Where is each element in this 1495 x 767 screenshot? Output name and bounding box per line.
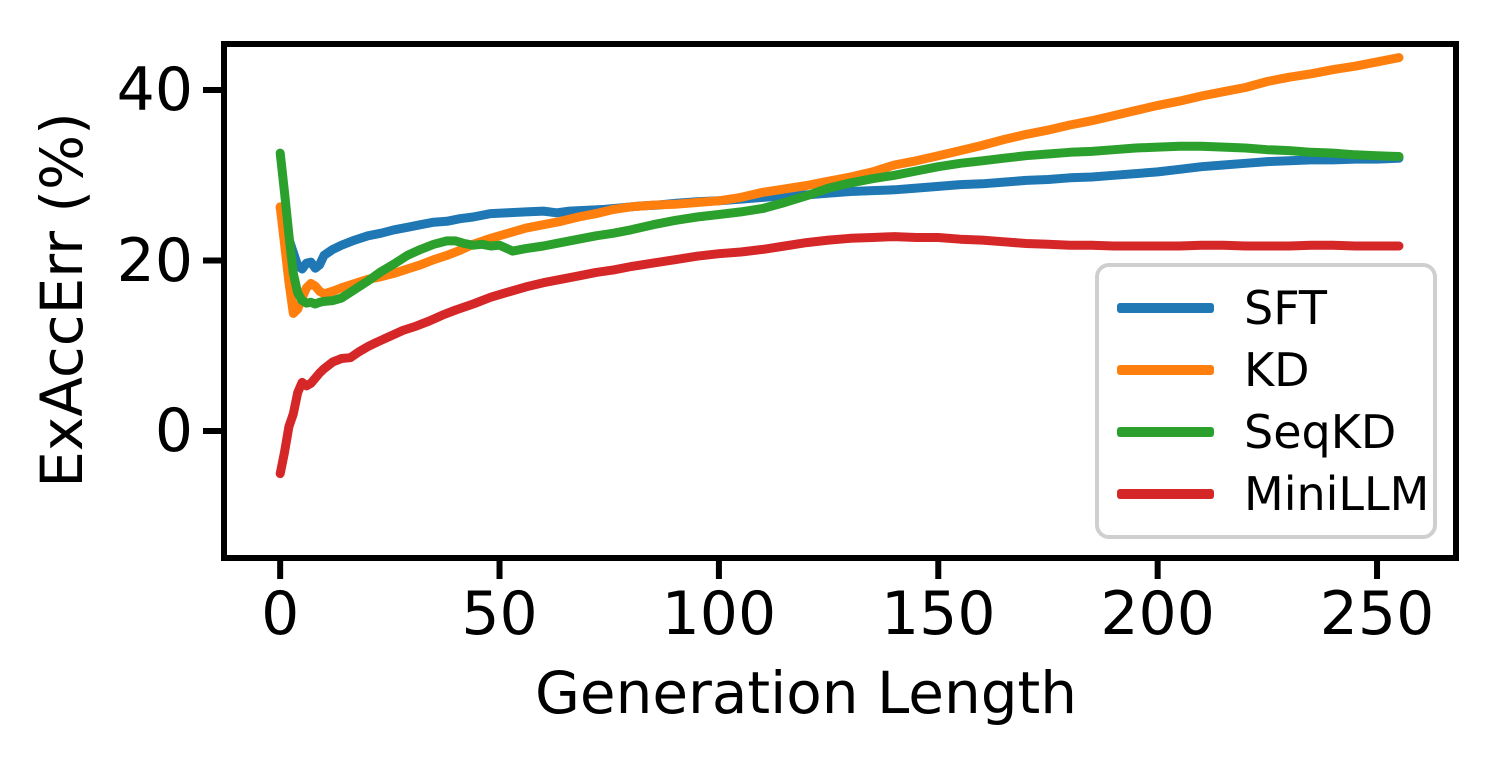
- series-lines: [275, 53, 1404, 479]
- legend-swatch-seqkd: [1117, 427, 1214, 437]
- x-axis-ticks: [277, 561, 1381, 579]
- x-tick-label-3: 150: [881, 579, 996, 649]
- series-line-kd: [275, 53, 1404, 318]
- legend-item-seqkd: SeqKD: [1117, 403, 1433, 461]
- x-tick-label-5: 250: [1319, 579, 1435, 649]
- x-tick-label-2: 100: [661, 579, 777, 649]
- legend-item-sft: SFT: [1117, 279, 1433, 337]
- y-tick-label-0: 0: [154, 395, 193, 466]
- x-tick-label-0: 0: [261, 579, 300, 649]
- series-line-minillm: [275, 232, 1404, 479]
- y-tick-label-2: 40: [116, 55, 193, 126]
- y-tick-label-1: 20: [116, 225, 193, 296]
- series-line-seqkd: [275, 141, 1404, 309]
- x-axis-label: Generation Length: [534, 659, 1078, 727]
- legend-swatch-kd: [1117, 365, 1214, 375]
- legend-label-seqkd: SeqKD: [1244, 405, 1397, 459]
- legend-item-kd: KD: [1117, 341, 1433, 399]
- y-axis-ticks: [203, 87, 221, 434]
- x-tick-label-4: 200: [1100, 579, 1215, 649]
- legend-item-minillm: MiniLLM: [1117, 465, 1433, 523]
- legend-label-minillm: MiniLLM: [1244, 467, 1430, 521]
- legend-label-kd: KD: [1244, 343, 1310, 397]
- x-tick-label-1: 50: [461, 579, 538, 649]
- legend-swatch-minillm: [1117, 489, 1214, 499]
- legend: SFT KD SeqKD MiniLLM: [1095, 263, 1437, 539]
- legend-swatch-sft: [1117, 303, 1214, 313]
- legend-label-sft: SFT: [1244, 281, 1327, 335]
- axes-spines: [221, 41, 1459, 561]
